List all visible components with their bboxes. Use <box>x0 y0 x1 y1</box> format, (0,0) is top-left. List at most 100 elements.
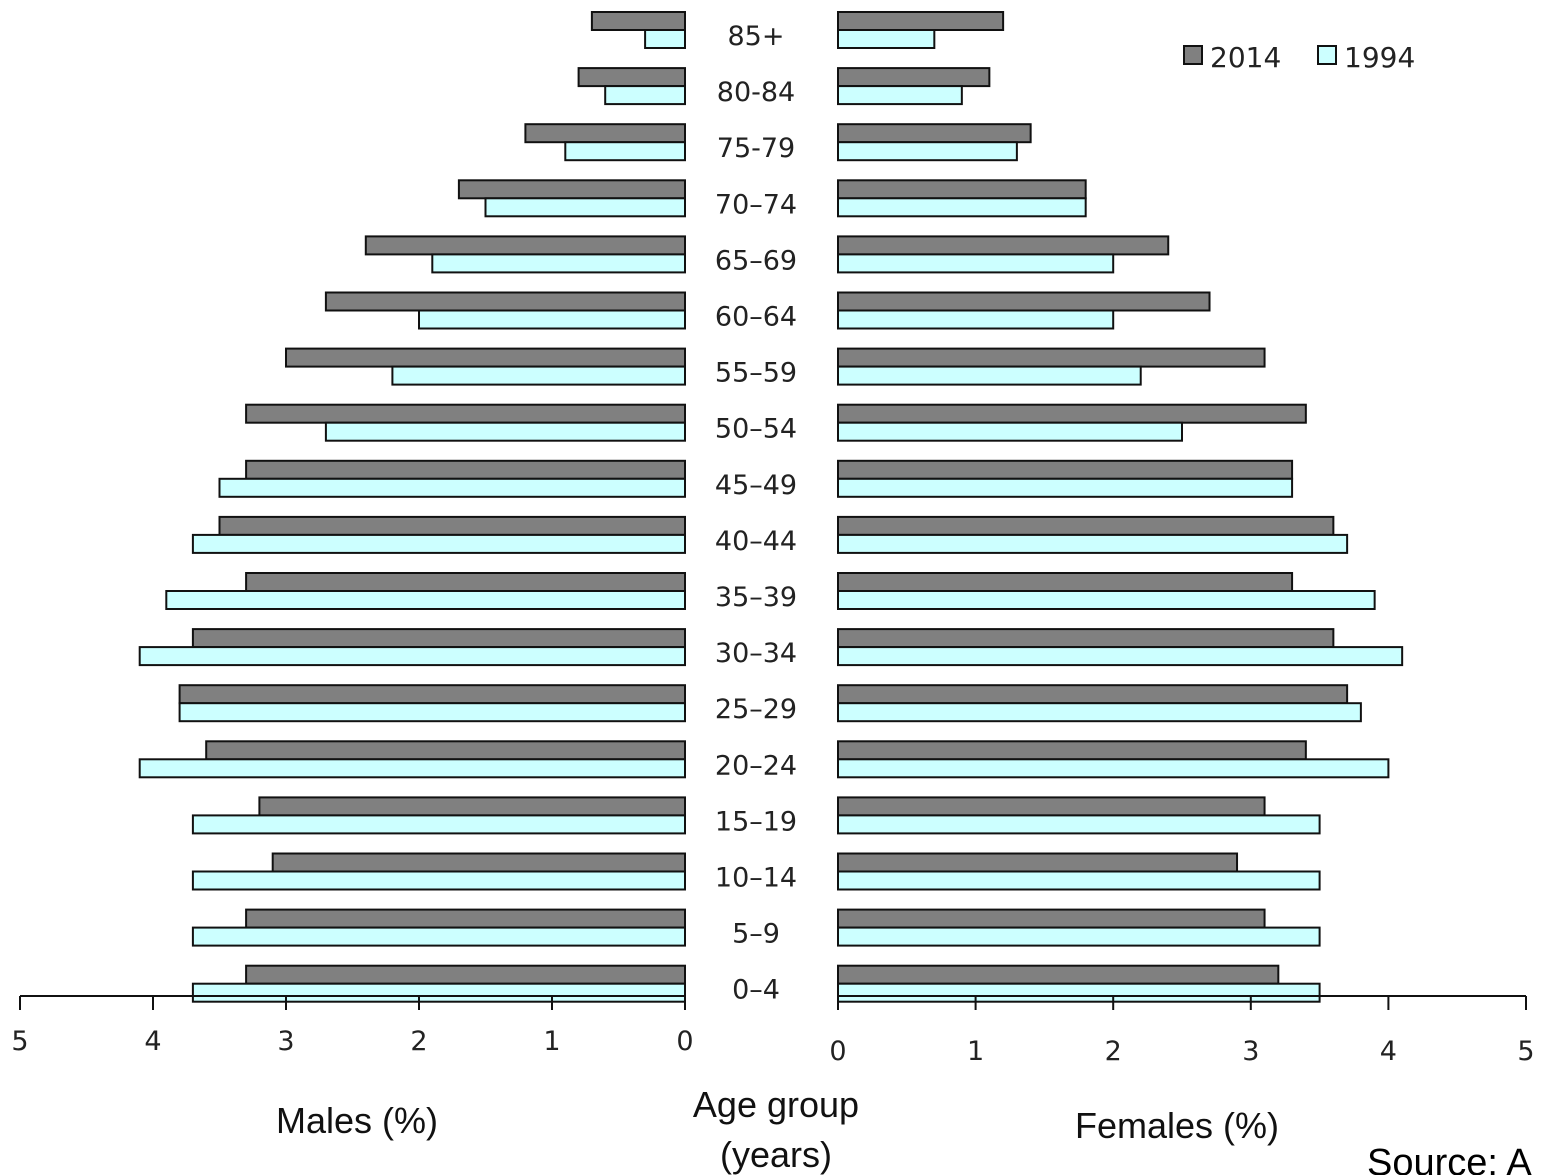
females-tick-label-1: 1 <box>967 1036 984 1067</box>
male-bar-1994-45-49 <box>218 477 686 498</box>
female-bar-2014-85 <box>837 11 1005 31</box>
male-bar-1994-55-59 <box>391 365 686 386</box>
female-bar-2014-10-14 <box>837 852 1239 873</box>
female-bar-1994-80-84 <box>837 85 963 106</box>
male-bar-2014-80-84 <box>577 67 686 88</box>
female-bar-1994-65-69 <box>837 253 1115 274</box>
age-label-85: 85+ <box>728 21 785 52</box>
female-bar-2014-80-84 <box>837 67 991 88</box>
male-bar-2014-35-39 <box>245 572 686 592</box>
male-bar-1994-60-64 <box>418 309 686 330</box>
female-bar-1994-70-74 <box>837 197 1087 218</box>
female-bar-1994-45-49 <box>837 477 1294 498</box>
age-label-35-39: 35–39 <box>715 582 797 613</box>
male-bar-1994-85 <box>644 29 686 49</box>
females-tick-label-3: 3 <box>1242 1036 1259 1067</box>
male-bar-1994-10-14 <box>191 870 686 891</box>
male-bar-2014-85 <box>590 11 687 31</box>
male-bar-1994-75-79 <box>564 141 686 162</box>
males-axis-label: Males (%) <box>276 1100 438 1141</box>
female-bar-1994-30-34 <box>837 646 1404 667</box>
male-bar-1994-5-9 <box>191 926 686 947</box>
female-bar-2014-75-79 <box>837 123 1032 144</box>
female-bar-1994-55-59 <box>837 365 1142 386</box>
age-label-0-4: 0–4 <box>732 975 780 1006</box>
female-bar-1994-10-14 <box>837 870 1321 891</box>
male-bar-2014-25-29 <box>178 684 686 705</box>
age-label-5-9: 5–9 <box>732 919 780 950</box>
legend-label-2014: 2014 <box>1210 41 1281 74</box>
bars-layer <box>138 11 1404 1003</box>
male-bar-1994-15-19 <box>191 814 686 835</box>
female-bar-2014-45-49 <box>837 459 1294 480</box>
age-label-25-29: 25–29 <box>715 694 797 725</box>
age-group-label-line1: Age group <box>693 1084 859 1125</box>
female-bar-1994-50-54 <box>837 421 1183 442</box>
legend-swatch-1994 <box>1317 45 1337 65</box>
female-bar-2014-60-64 <box>837 291 1211 312</box>
female-bar-1994-15-19 <box>837 814 1321 835</box>
male-bar-1994-0-4 <box>191 982 686 1003</box>
males-tick-label-2: 2 <box>410 1026 427 1057</box>
male-bar-2014-70-74 <box>457 179 686 200</box>
male-bar-1994-35-39 <box>165 590 687 610</box>
female-bar-2014-70-74 <box>837 179 1087 200</box>
age-label-40-44: 40–44 <box>715 526 797 557</box>
male-bar-2014-0-4 <box>245 964 686 985</box>
females-tick-label-5: 5 <box>1517 1036 1534 1067</box>
age-label-80-84: 80-84 <box>717 77 795 108</box>
female-bar-2014-5-9 <box>837 908 1266 929</box>
male-bar-2014-40-44 <box>218 515 686 536</box>
female-bar-2014-20-24 <box>837 740 1307 761</box>
female-bar-1994-85 <box>837 29 936 49</box>
age-label-20-24: 20–24 <box>715 750 797 781</box>
males-tick-label-5: 5 <box>11 1026 28 1057</box>
age-label-45-49: 45–49 <box>715 470 797 501</box>
age-label-15-19: 15–19 <box>715 806 797 837</box>
male-bar-1994-20-24 <box>138 758 686 779</box>
male-bar-2014-50-54 <box>245 403 686 424</box>
female-bar-1994-40-44 <box>837 533 1349 554</box>
age-label-55-59: 55–59 <box>715 358 797 389</box>
females-tick-label-2: 2 <box>1105 1036 1122 1067</box>
female-bar-2014-65-69 <box>837 235 1170 256</box>
male-bar-1994-50-54 <box>324 421 686 442</box>
male-bar-2014-55-59 <box>285 347 686 368</box>
male-bar-1994-65-69 <box>431 253 686 274</box>
male-bar-1994-40-44 <box>191 533 686 554</box>
source-note: Source: A <box>1367 1142 1532 1175</box>
axis-labels: Males (%) Age group (years) Females (%) … <box>276 1084 1532 1175</box>
female-bar-2014-40-44 <box>837 515 1335 536</box>
axes-layer: 0 0 1 1 2 2 3 3 4 4 5 5 <box>11 995 1535 1067</box>
male-bar-2014-75-79 <box>524 123 687 144</box>
female-bar-1994-60-64 <box>837 309 1115 330</box>
males-tick-label-4: 4 <box>144 1026 161 1057</box>
male-bar-2014-5-9 <box>245 908 686 929</box>
legend-swatch-2014 <box>1183 45 1203 65</box>
female-bar-2014-25-29 <box>837 684 1349 705</box>
legend: 2014 1994 <box>1183 41 1415 74</box>
legend-label-1994: 1994 <box>1344 41 1415 74</box>
age-label-75-79: 75-79 <box>717 133 795 164</box>
age-label-50-54: 50–54 <box>715 414 797 445</box>
female-bar-1994-25-29 <box>837 702 1362 723</box>
male-bar-1994-25-29 <box>178 702 686 723</box>
male-bar-2014-15-19 <box>258 796 686 817</box>
age-label-60-64: 60–64 <box>715 302 797 333</box>
female-bar-2014-50-54 <box>837 403 1307 424</box>
age-group-label-line2: (years) <box>720 1134 832 1175</box>
age-label-65-69: 65–69 <box>715 245 797 276</box>
female-bar-1994-20-24 <box>837 758 1390 779</box>
age-label-30-34: 30–34 <box>715 638 797 669</box>
female-bar-1994-35-39 <box>837 590 1376 610</box>
male-bar-2014-65-69 <box>364 235 686 256</box>
female-bar-2014-35-39 <box>837 572 1294 592</box>
male-bar-2014-60-64 <box>324 291 686 312</box>
age-label-70-74: 70–74 <box>715 189 797 220</box>
male-bar-1994-70-74 <box>484 197 686 218</box>
female-bar-2014-55-59 <box>837 347 1266 368</box>
female-bar-1994-75-79 <box>837 141 1018 162</box>
male-bar-1994-80-84 <box>604 85 687 106</box>
male-bar-1994-30-34 <box>138 646 686 667</box>
